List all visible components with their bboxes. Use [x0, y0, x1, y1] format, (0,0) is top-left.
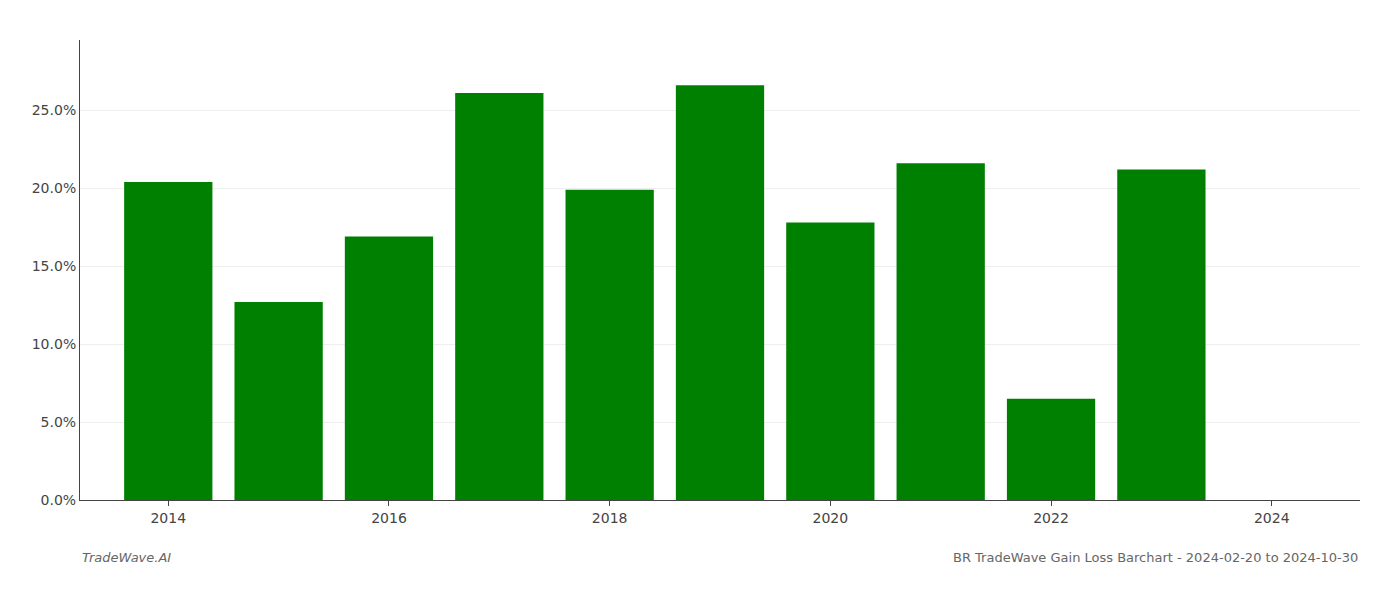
svg-text:5.0%: 5.0% [41, 414, 77, 430]
svg-text:2024: 2024 [1254, 510, 1290, 526]
svg-text:20.0%: 20.0% [32, 180, 76, 196]
svg-text:2018: 2018 [592, 510, 628, 526]
svg-text:TradeWave.AI: TradeWave.AI [82, 550, 171, 565]
svg-text:BR TradeWave Gain Loss Barchar: BR TradeWave Gain Loss Barchart - 2024-0… [953, 550, 1358, 565]
svg-text:2014: 2014 [150, 510, 186, 526]
svg-text:2020: 2020 [813, 510, 849, 526]
svg-text:2022: 2022 [1033, 510, 1069, 526]
svg-text:0.0%: 0.0% [41, 492, 77, 508]
svg-text:15.0%: 15.0% [32, 258, 76, 274]
svg-text:25.0%: 25.0% [32, 102, 76, 118]
svg-text:10.0%: 10.0% [32, 336, 76, 352]
svg-text:2016: 2016 [371, 510, 407, 526]
